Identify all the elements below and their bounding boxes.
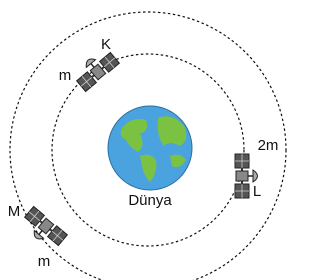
- satellite-name: K: [101, 36, 111, 53]
- satellite-mass: m: [38, 253, 51, 270]
- satellite-name: L: [253, 183, 261, 200]
- diagram: Dünya K m 2m L M m: [0, 0, 287, 280]
- satellite-name: M: [8, 203, 21, 220]
- satellite-mass: 2m: [258, 137, 279, 154]
- earth: [108, 106, 192, 190]
- page: Dünya K m 2m L M m (() => { const data =…: [0, 0, 320, 280]
- satellite-k: [71, 46, 119, 92]
- earth-label: Dünya: [128, 192, 172, 209]
- satellite-m: [19, 206, 67, 252]
- satellite-mass: m: [59, 67, 72, 84]
